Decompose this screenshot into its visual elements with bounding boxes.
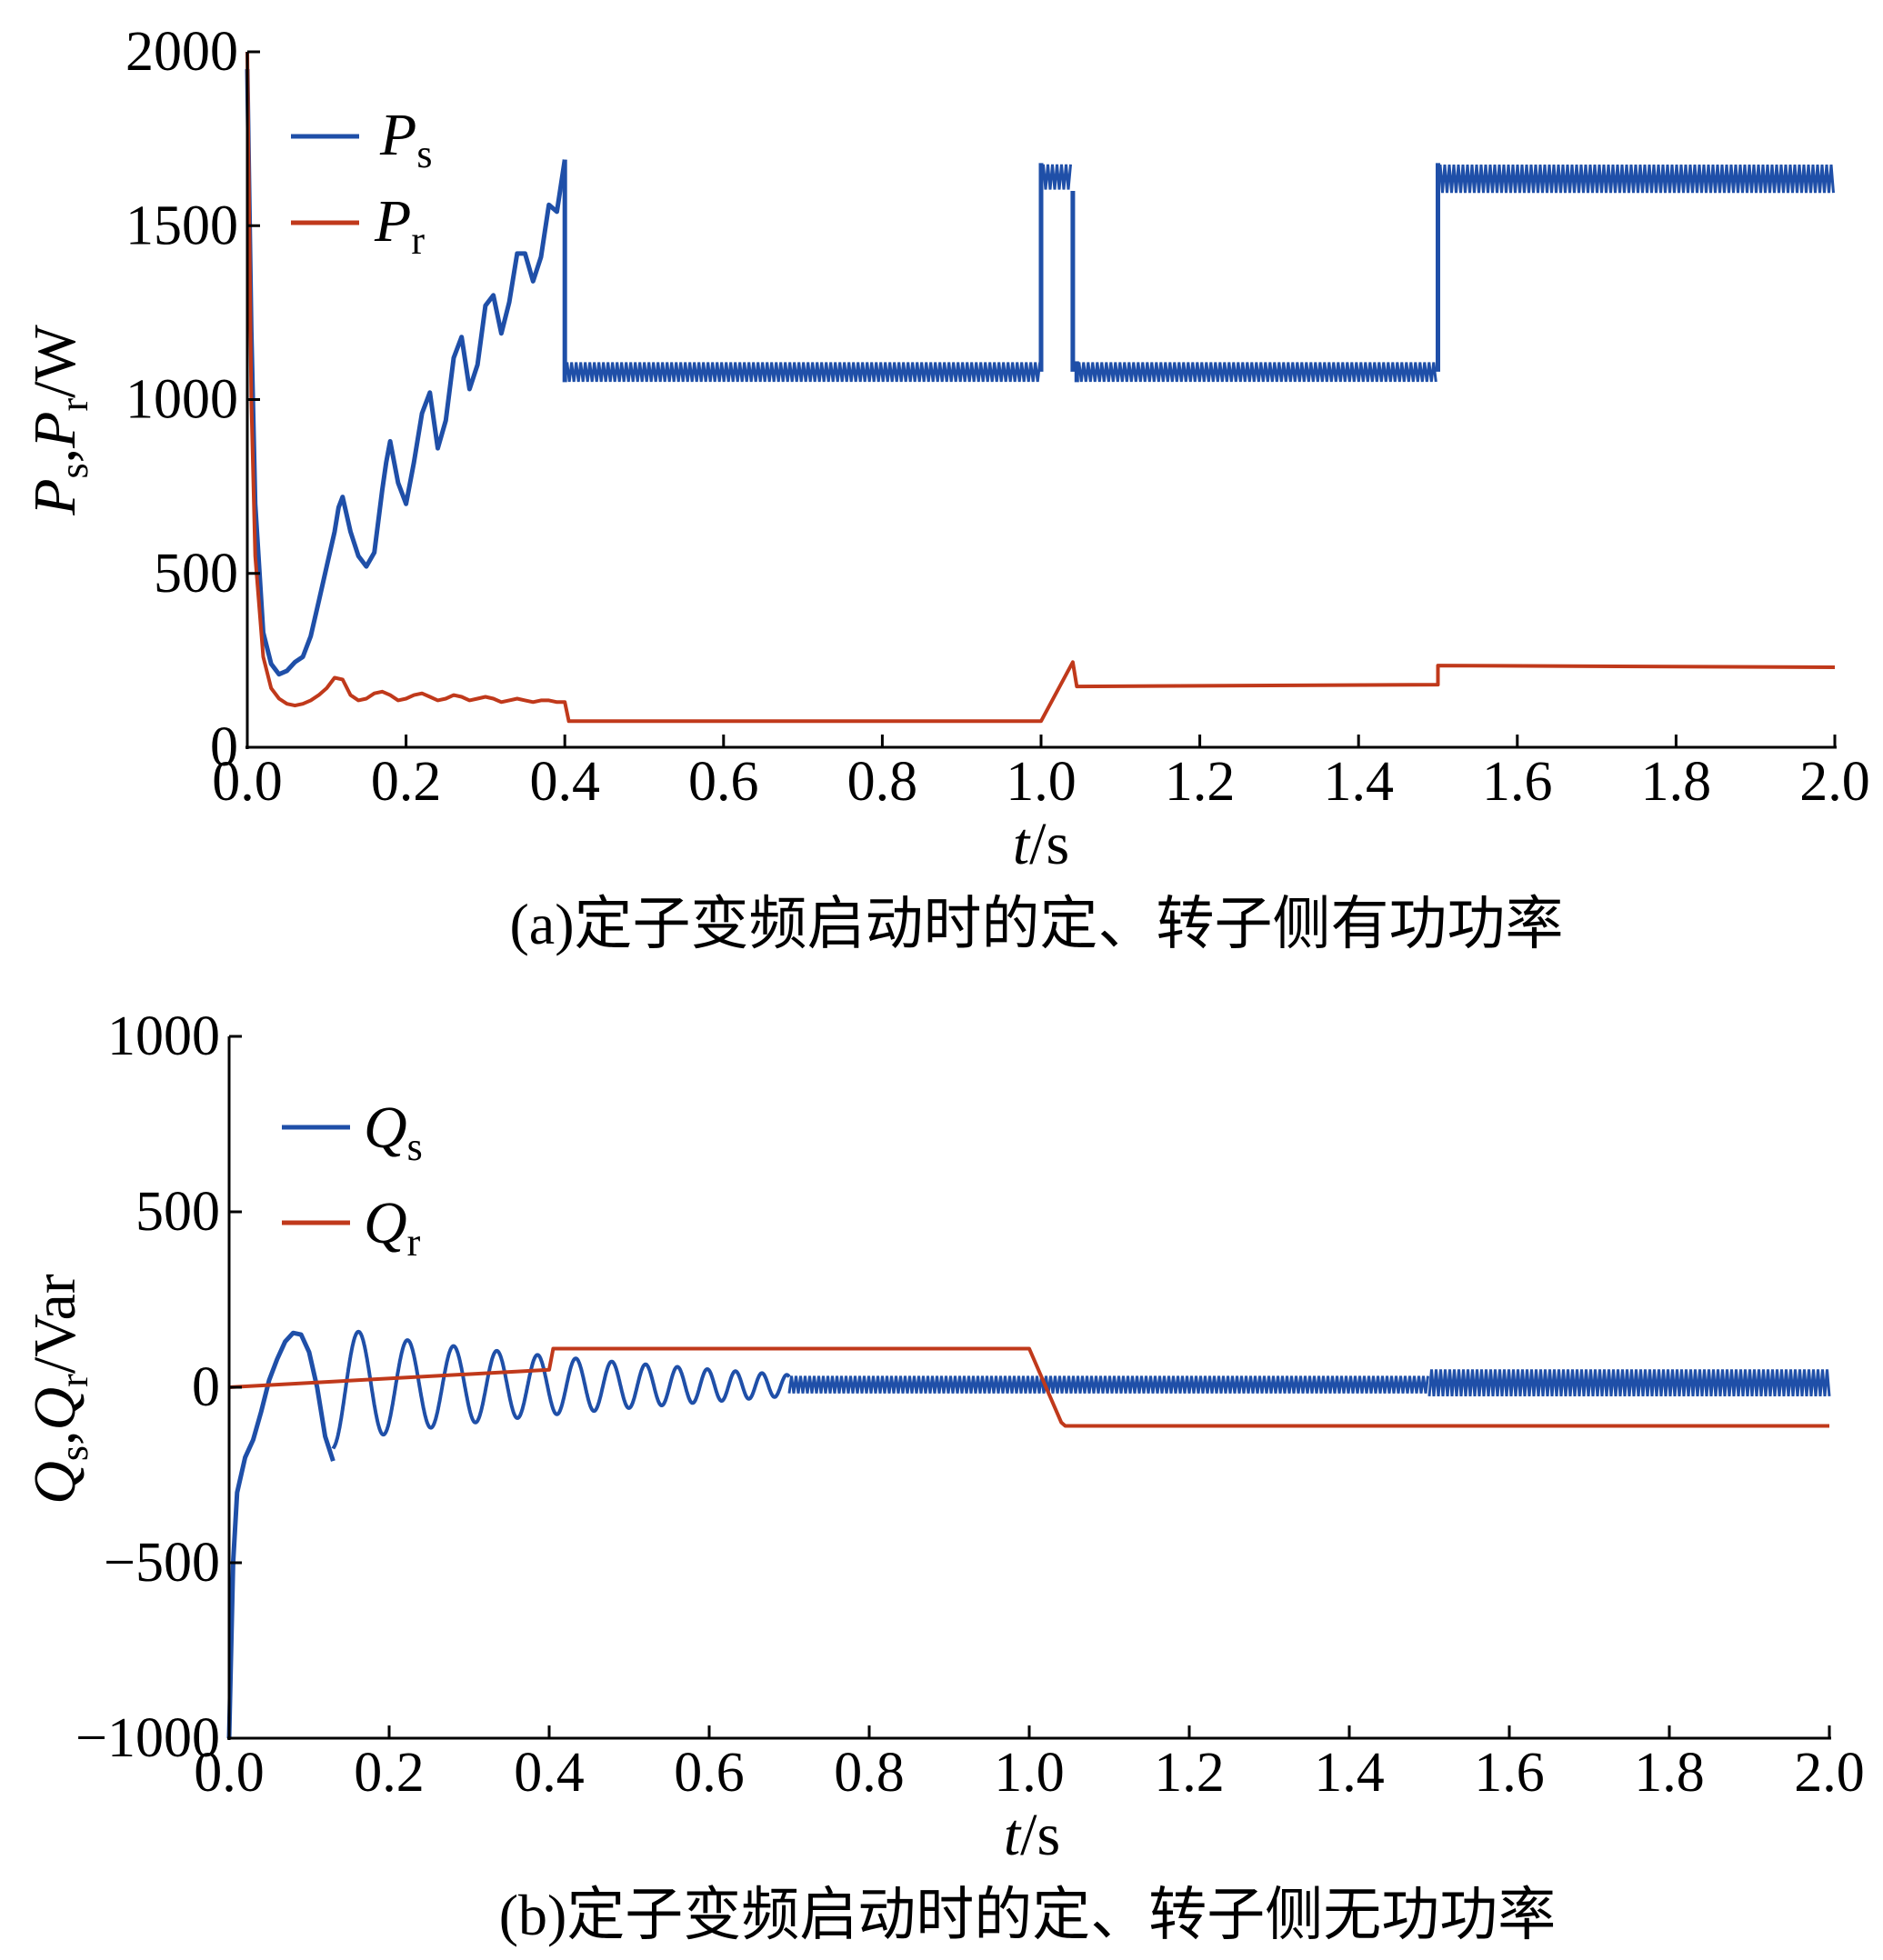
x-tick-label: 1.4: [1323, 751, 1394, 813]
x-tick-label: 1.8: [1641, 751, 1712, 813]
series-line: [226, 1330, 336, 1739]
series-band: [1039, 164, 1072, 190]
x-tick-label: 1.6: [1474, 1742, 1545, 1804]
panel-a-caption: (a)定子变频启动时的定、转子侧有功功率: [509, 892, 1563, 956]
y-tick-label: 1500: [125, 195, 238, 256]
series-band: [1437, 164, 1835, 194]
x-tick-label: 1.4: [1314, 1742, 1385, 1804]
x-tick-label: 1.6: [1482, 751, 1553, 813]
x-tick-label: 1.0: [994, 1742, 1065, 1804]
y-tick-label: 500: [154, 543, 238, 605]
x-tick-label: 1.0: [1006, 751, 1077, 813]
panel-a-x-axis-label: t/s: [1013, 811, 1069, 877]
x-tick-label: 0.8: [847, 751, 918, 813]
series-line: [331, 1329, 791, 1450]
x-tick-label: 0.0: [194, 1742, 265, 1804]
panel-b-y-axis-label: Qs,Qr/Var: [22, 1274, 96, 1505]
panel-b-x-axis-label: t/s: [1004, 1802, 1060, 1868]
panel-a-axes: [245, 52, 1837, 749]
y-tick-label: −500: [104, 1532, 220, 1594]
series-band: [563, 362, 1042, 383]
panel-b-caption: (b)定子变频启动时的定、转子侧无功功率: [499, 1883, 1557, 1947]
x-tick-label: 0.0: [212, 751, 283, 813]
series-band: [787, 1375, 1429, 1394]
x-tick-label: 2.0: [1799, 751, 1870, 813]
panel-a-y-axis-label: Ps,Pr/W: [22, 325, 96, 516]
legend-ps-label: Ps: [379, 102, 432, 176]
panel-b-reactive-power: 0.0 0.2 0.4 0.6 0.8 1.0 1.2 1.4 1.6 1.8 2.0 −1000−…: [22, 1005, 1865, 1947]
series-pr: [245, 51, 1836, 724]
x-tick-label: 1.2: [1165, 751, 1236, 813]
series-qr: [228, 1346, 1829, 1428]
panel-a-plot-area: [245, 51, 1836, 724]
y-tick-label: 500: [135, 1181, 220, 1243]
y-tick-label: −1000: [75, 1707, 220, 1769]
x-tick-label: 2.0: [1794, 1742, 1865, 1804]
x-tick-label: 0.6: [688, 751, 759, 813]
y-tick-label: 0: [192, 1356, 220, 1418]
series-line: [228, 1346, 1829, 1428]
panel-a-x-ticks: 0.0 0.2 0.4 0.6 0.8 1.0 1.2 1.4 1.6 1.8 2.0: [212, 735, 1870, 813]
panel-b-y-ticks: −1000 −500 0 500 1000: [75, 1005, 242, 1769]
series-ps: [245, 69, 1835, 677]
x-tick-label: 0.4: [514, 1742, 585, 1804]
panel-a-y-ticks: 0 500 1000 1500 2000: [125, 21, 260, 778]
legend-pr-label: Pr: [374, 188, 425, 263]
series-band: [1427, 1369, 1831, 1397]
panel-a-active-power: 0.0 0.2 0.4 0.6 0.8 1.0 1.2 1.4 1.6 1.8 2.0 0 500 10…: [22, 21, 1870, 956]
legend-qs-label: Qs: [364, 1095, 423, 1169]
x-tick-label: 0.6: [674, 1742, 745, 1804]
y-tick-label: 2000: [125, 21, 238, 83]
y-tick-label: 1000: [107, 1005, 220, 1067]
series-line: [245, 51, 1836, 724]
x-tick-label: 0.2: [354, 1742, 425, 1804]
x-tick-label: 0.2: [371, 751, 442, 813]
series-qs: [226, 1329, 1831, 1739]
panel-b-x-ticks: 0.0 0.2 0.4 0.6 0.8 1.0 1.2 1.4 1.6 1.8 2.0: [194, 1725, 1865, 1804]
legend-qr-label: Qr: [364, 1190, 421, 1265]
x-tick-label: 1.8: [1634, 1742, 1705, 1804]
panel-a-legend: Ps Pr: [291, 102, 432, 263]
x-tick-label: 1.2: [1154, 1742, 1225, 1804]
x-tick-label: 0.8: [834, 1742, 905, 1804]
x-tick-label: 0.4: [529, 751, 600, 813]
y-tick-label: 0: [210, 716, 238, 778]
series-line: [245, 69, 567, 677]
panel-b-plot-area: [226, 1329, 1831, 1739]
panel-b-legend: Qs Qr: [282, 1095, 423, 1265]
series-band: [1075, 362, 1437, 383]
y-tick-label: 1000: [125, 369, 238, 431]
